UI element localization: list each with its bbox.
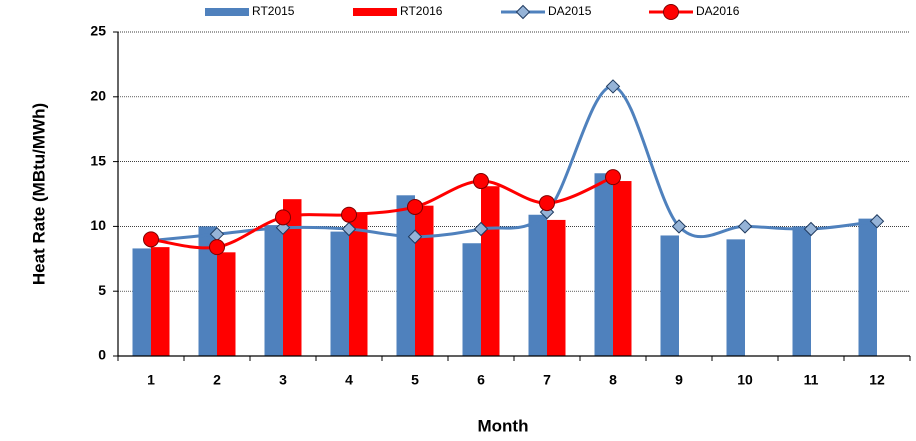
bar <box>396 195 415 356</box>
marker <box>473 221 489 237</box>
marker <box>209 239 225 256</box>
bar <box>613 181 632 356</box>
legend-label: DA2015 <box>548 4 592 18</box>
marker <box>869 214 885 229</box>
marker <box>737 219 753 234</box>
bar <box>726 239 745 356</box>
bar <box>481 186 500 356</box>
bar <box>462 243 481 356</box>
bar <box>660 235 679 356</box>
x-tick-label: 7 <box>543 372 551 388</box>
bar <box>264 225 283 356</box>
marker <box>539 195 555 212</box>
marker <box>407 198 423 215</box>
bar <box>283 199 302 356</box>
bar <box>415 205 434 356</box>
x-tick-label: 9 <box>675 372 683 388</box>
y-tick-label: 15 <box>90 152 106 168</box>
marker <box>275 209 291 226</box>
bar <box>594 173 613 356</box>
bar <box>792 226 811 356</box>
line <box>150 84 878 243</box>
y-tick-label: 20 <box>90 88 106 104</box>
marker <box>341 221 357 237</box>
bar <box>547 219 566 356</box>
marker <box>341 206 357 223</box>
y-tick-label: 5 <box>98 282 106 298</box>
marker <box>473 173 489 190</box>
y-tick-label: 0 <box>98 347 106 363</box>
x-tick-label: 5 <box>411 372 419 388</box>
marker <box>803 221 819 237</box>
y-tick-label: 25 <box>90 23 106 39</box>
x-axis-title: Month <box>478 416 529 435</box>
bar <box>349 212 368 356</box>
marker <box>663 4 679 20</box>
bar <box>528 214 547 356</box>
legend-label: DA2016 <box>696 4 740 18</box>
marker <box>407 229 423 244</box>
x-tick-label: 10 <box>737 372 753 388</box>
marker <box>671 219 687 234</box>
bar <box>151 247 170 356</box>
legend-swatch <box>353 8 397 16</box>
bar <box>217 252 236 356</box>
x-tick-label: 6 <box>477 372 485 388</box>
bar <box>858 218 877 356</box>
marker <box>605 79 621 94</box>
x-tick-label: 11 <box>804 372 819 388</box>
marker <box>515 4 531 20</box>
legend-label: RT2015 <box>252 4 295 18</box>
x-tick-label: 12 <box>869 372 885 388</box>
y-tick-label: 10 <box>90 217 106 233</box>
marker <box>605 169 621 186</box>
bar <box>132 248 151 356</box>
marker <box>143 231 159 248</box>
legend-label: RT2016 <box>400 4 443 18</box>
x-tick-label: 2 <box>213 372 221 388</box>
legend-swatch <box>205 8 249 16</box>
bar <box>330 231 349 356</box>
x-tick-label: 8 <box>609 372 617 388</box>
x-tick-label: 4 <box>345 372 353 388</box>
x-tick-label: 1 <box>147 372 155 388</box>
y-axis-title: Heat Rate (MBtu/MWh) <box>29 103 48 285</box>
x-tick-label: 3 <box>279 372 287 388</box>
bar <box>198 226 217 356</box>
